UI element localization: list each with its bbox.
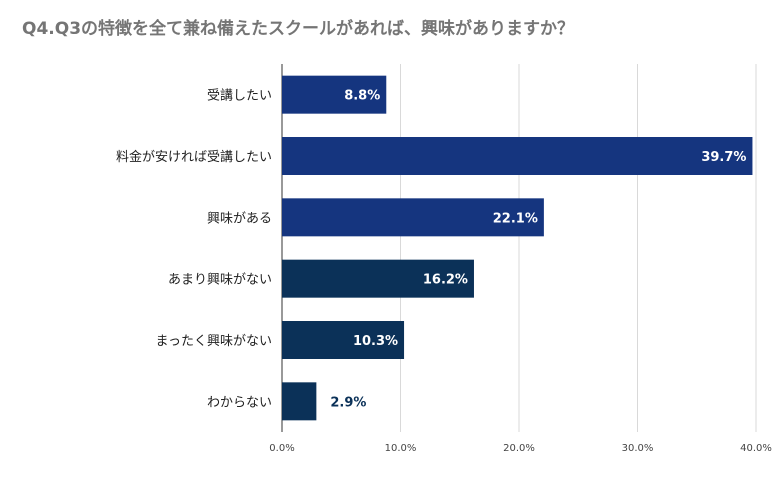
category-labels: 受講したい料金が安ければ受講したい興味があるあまり興味がないまったく興味がないわ… [116,88,272,411]
category-label-2: 興味がある [207,211,272,226]
data-label-4: 10.3% [353,334,398,349]
bar-2 [282,198,544,237]
x-tick-label-1: 10.0% [385,443,417,454]
x-tick-label-2: 20.0% [503,443,535,454]
chart-title: Q4.Q3の特徴を全て兼ね備えたスクールがあれば、興味がありますか？ [22,19,575,39]
category-label-1: 料金が安ければ受講したい [116,149,272,165]
bar-0 [282,75,387,114]
data-label-1: 39.7% [701,150,746,165]
category-label-3: あまり興味がない [168,273,272,288]
bar-5 [282,382,317,421]
category-label-0: 受講したい [207,88,272,104]
category-label-4: まったく興味がない [156,334,272,349]
x-tick-label-4: 40.0% [740,443,772,454]
bar-1 [282,137,753,175]
data-label-5: 2.9% [330,395,366,410]
bar-4 [282,321,405,359]
data-label-0: 8.8% [344,89,380,104]
data-label-2: 22.1% [493,211,538,226]
category-label-5: わからない [207,395,272,410]
x-axis-tick-labels: 0.0% 10.0% 20.0% 30.0% 40.0% [269,443,772,454]
data-label-3: 16.2% [423,273,468,288]
bar-3 [282,259,474,298]
bars [282,75,753,421]
x-tick-label-3: 30.0% [622,443,654,454]
x-tick-label-0: 0.0% [269,443,294,454]
data-labels: 8.8% 39.7% 22.1% 16.2% 10.3% 2.9% [330,89,746,411]
gridlines [281,64,757,432]
